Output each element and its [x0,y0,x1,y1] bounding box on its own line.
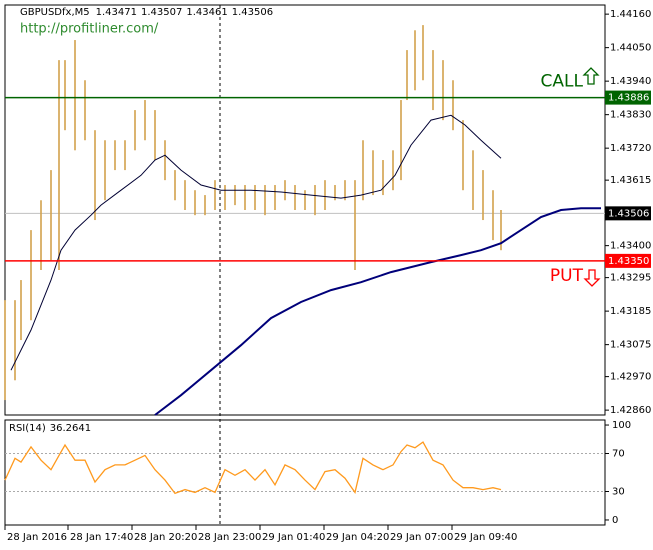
x-tick-label: 29 Jan 01:40 [262,532,325,543]
y-tick-label: 30 [612,486,625,497]
moving-average [154,207,601,416]
call-arrow [582,67,600,85]
x-tick-label: 28 Jan 2016 [7,532,67,543]
header-close: 1.43506 [232,7,273,18]
moving-average [10,114,502,371]
y-tick-label: 0 [612,515,618,526]
header-low: 1.43461 [186,7,227,18]
y-tick-label: 1.44160 [610,9,651,20]
y-tick-label: 1.43830 [610,110,651,121]
x-tick-label: 29 Jan 09:40 [454,532,517,543]
put-arrow [583,269,601,287]
level-price-box [605,90,651,105]
y-tick-label: 1.43615 [610,175,651,186]
rsi-value: 36.2641 [50,423,91,434]
symbol: GBPUSDfx,M5 [20,7,90,18]
x-tick-label: 28 Jan 17:40 [70,532,133,543]
y-tick-label: 1.43720 [610,143,651,154]
level-name: CALL [541,72,584,92]
y-tick-label: 1.43940 [610,76,651,87]
y-tick-label: 1.44050 [610,43,651,54]
x-tick-label: 28 Jan 20:20 [134,532,197,543]
x-tick-label: 29 Jan 07:00 [390,532,453,543]
header-high: 1.43507 [141,7,182,18]
watermark: http://profitliner.com/ [20,22,159,37]
level-price-label: 1.43350 [608,256,649,267]
y-tick-label: 1.43075 [610,340,651,351]
rsi-header: RSI(14) 36.2641 [9,423,91,434]
y-tick-label: 1.42970 [610,372,651,383]
y-tick-label: 1.43185 [610,306,651,317]
current-price-box [605,206,651,221]
y-tick-label: 1.42860 [610,405,651,416]
level-price-box [605,253,651,268]
level-name: PUT [550,266,584,286]
y-tick-label: 1.43295 [610,273,651,284]
current-price-label: 1.43506 [608,208,649,219]
rsi-title: RSI(14) [9,423,46,434]
header-open: 1.43471 [96,7,137,18]
rsi-line [4,441,502,495]
x-tick-label: 28 Jan 23:00 [198,532,261,543]
level-price-label: 1.43886 [608,93,649,104]
x-tick-label: 29 Jan 04:20 [326,532,389,543]
rsi-panel [4,419,606,526]
y-tick-label: 100 [612,420,631,431]
y-tick-label: 70 [612,449,625,460]
y-tick-label: 1.43400 [610,241,651,252]
header: GBPUSDfx,M5 1.43471 1.43507 1.43461 1.43506 [20,7,273,18]
